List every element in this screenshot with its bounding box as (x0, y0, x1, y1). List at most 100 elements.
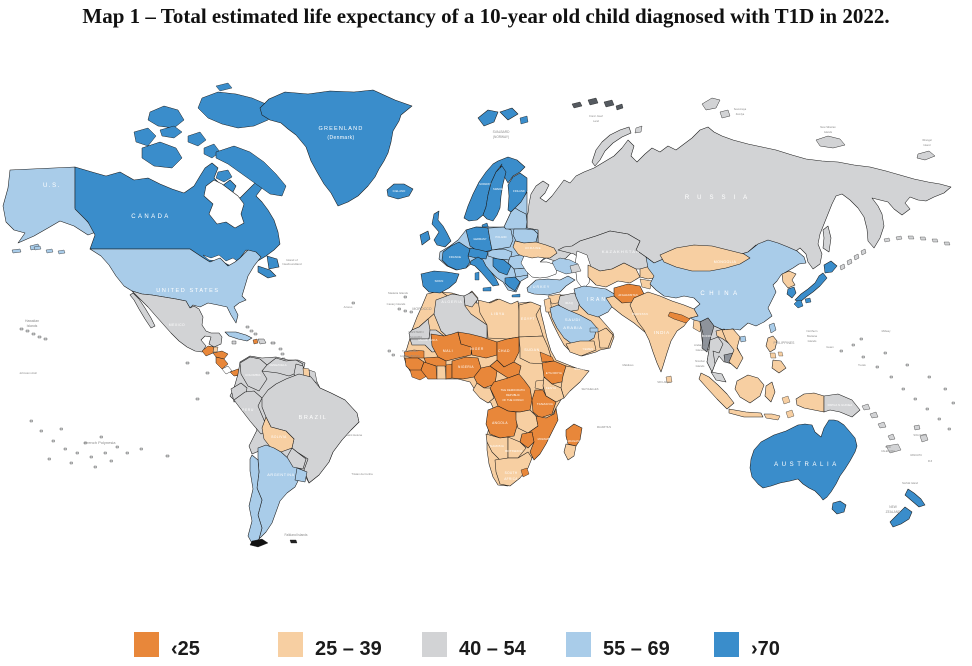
svg-text:Wrangel: Wrangel (922, 138, 932, 142)
svg-text:RUSSIA: RUSSIA (685, 195, 755, 201)
svg-text:MOZAMBIQUE: MOZAMBIQUE (538, 437, 557, 441)
svg-text:UNITED STATES: UNITED STATES (156, 288, 219, 294)
svg-text:PERU: PERU (242, 408, 254, 412)
svg-text:SAUDI: SAUDI (565, 317, 581, 322)
svg-text:ANGOLA: ANGOLA (492, 421, 508, 425)
svg-text:SEYCHELLES: SEYCHELLES (581, 387, 598, 391)
svg-text:Andaman: Andaman (694, 343, 706, 347)
svg-text:Franz Josef: Franz Josef (589, 114, 603, 118)
svg-text:CHAD: CHAD (498, 349, 510, 353)
svg-text:SUDAN: SUDAN (524, 348, 540, 352)
svg-text:Mariana: Mariana (807, 334, 818, 338)
svg-text:(Denmark): (Denmark) (327, 135, 354, 141)
svg-text:SOLOMON: SOLOMON (913, 433, 926, 437)
svg-text:Island: Island (924, 143, 931, 147)
svg-text:Northern: Northern (807, 329, 818, 333)
svg-text:VANUATU: VANUATU (910, 453, 922, 457)
svg-text:Tuvalu: Tuvalu (858, 363, 866, 367)
svg-text:THE DEMOCRATIC: THE DEMOCRATIC (501, 388, 526, 392)
svg-text:TURKEY: TURKEY (530, 285, 551, 289)
svg-text:ZEALAND: ZEALAND (886, 510, 901, 514)
svg-text:UKRAINE: UKRAINE (525, 246, 541, 250)
svg-text:YEMEN: YEMEN (583, 347, 594, 351)
svg-text:CANADA: CANADA (131, 214, 170, 220)
svg-text:MAURITIUS: MAURITIUS (597, 425, 612, 429)
svg-text:ARABIA: ARABIA (563, 325, 582, 330)
svg-text:REPUBLIC: REPUBLIC (506, 393, 520, 397)
svg-text:EGYPT: EGYPT (521, 317, 535, 321)
svg-text:GERMANY: GERMANY (473, 238, 487, 241)
svg-text:Islands: Islands (824, 130, 833, 134)
svg-text:GREENLAND: GREENLAND (318, 126, 363, 132)
svg-text:Saint Helena: Saint Helena (346, 433, 362, 437)
svg-text:NIGER: NIGER (470, 347, 484, 351)
svg-text:ALGERIA: ALGERIA (441, 300, 462, 304)
svg-text:Tristan da Cunha: Tristan da Cunha (351, 472, 373, 476)
svg-text:GUINEA-BISSAU: GUINEA-BISSAU (400, 354, 420, 358)
svg-text:Land: Land (593, 119, 599, 123)
svg-text:(NORWAY): (NORWAY) (493, 135, 509, 139)
svg-text:Guam: Guam (826, 345, 834, 349)
svg-text:MOROCCO: MOROCCO (412, 307, 431, 311)
svg-text:KAZAKHSTAN: KAZAKHSTAN (602, 249, 640, 254)
svg-text:SRI LANKA: SRI LANKA (657, 380, 671, 384)
svg-text:SAHARA: SAHARA (410, 335, 422, 339)
svg-text:ARGENTINA: ARGENTINA (267, 473, 295, 477)
svg-text:LIBYA: LIBYA (491, 312, 505, 316)
svg-text:Islands: Islands (696, 364, 705, 368)
svg-text:AUSTRALIA: AUSTRALIA (774, 462, 840, 468)
svg-text:THE GAMBIA: THE GAMBIA (402, 349, 418, 353)
svg-text:NIGERIA: NIGERIA (458, 365, 474, 369)
svg-text:Madeira Islands: Madeira Islands (388, 291, 408, 295)
svg-text:POLAND: POLAND (495, 235, 506, 239)
svg-text:Norfolk Island: Norfolk Island (902, 481, 918, 485)
svg-text:Islands: Islands (808, 339, 817, 343)
svg-text:U.S.: U.S. (43, 183, 61, 189)
svg-text:Newfoundland: Newfoundland (282, 262, 302, 266)
svg-text:MONGOLIA: MONGOLIA (714, 260, 737, 264)
svg-text:MEXICO: MEXICO (169, 323, 185, 327)
svg-text:NEW: NEW (885, 446, 891, 449)
svg-text:NORWAY: NORWAY (479, 182, 491, 186)
svg-text:SVALBARD: SVALBARD (493, 130, 510, 134)
svg-text:BURMA: BURMA (702, 335, 712, 338)
svg-text:Maldives: Maldives (622, 363, 634, 367)
svg-text:French Polynesia: French Polynesia (85, 440, 117, 445)
svg-text:IRAN: IRAN (587, 297, 607, 303)
svg-text:Azores: Azores (344, 305, 353, 309)
svg-text:BOLIVIA: BOLIVIA (271, 435, 287, 439)
svg-text:AFGHANISTAN: AFGHANISTAN (618, 293, 637, 297)
svg-text:SPAIN: SPAIN (435, 279, 444, 283)
svg-text:TANZANIA: TANZANIA (537, 402, 553, 406)
svg-text:AFRICA: AFRICA (504, 477, 518, 481)
svg-text:COLOMBIA: COLOMBIA (245, 373, 261, 377)
svg-text:KENYA: KENYA (546, 386, 556, 390)
svg-text:CALEDONIA: CALEDONIA (881, 450, 895, 453)
svg-text:ICELAND: ICELAND (393, 189, 406, 193)
svg-text:MALI: MALI (443, 349, 453, 353)
svg-text:Zemlya: Zemlya (736, 112, 745, 116)
svg-text:FINLAND: FINLAND (513, 189, 525, 193)
svg-text:ETHIOPIA: ETHIOPIA (546, 371, 562, 375)
svg-text:FRANCE: FRANCE (449, 255, 461, 259)
svg-text:SOMALIA: SOMALIA (574, 367, 588, 371)
svg-text:MAURITANIA: MAURITANIA (418, 338, 437, 342)
svg-text:Midway: Midway (882, 329, 891, 333)
svg-text:Johnston Atoll: Johnston Atoll (19, 371, 37, 375)
svg-text:Canary Islands: Canary Islands (387, 302, 406, 306)
svg-text:CHINA: CHINA (700, 291, 741, 297)
svg-text:SWEDEN: SWEDEN (493, 187, 505, 191)
svg-text:IRAQ: IRAQ (565, 301, 574, 305)
svg-text:Island of: Island of (286, 258, 298, 262)
svg-text:NAMIBIA: NAMIBIA (490, 444, 504, 448)
svg-text:MADAGASCAR: MADAGASCAR (565, 439, 585, 443)
svg-text:Severnaya: Severnaya (734, 107, 747, 111)
svg-text:PHILIPPINES: PHILIPPINES (774, 341, 796, 345)
svg-text:Hawaiian: Hawaiian (25, 319, 39, 323)
svg-text:VENEZUELA: VENEZUELA (269, 363, 287, 367)
svg-text:BRAZIL: BRAZIL (299, 415, 328, 421)
svg-text:Islands: Islands (696, 348, 705, 352)
svg-text:SOUTH: SOUTH (505, 471, 518, 475)
svg-text:OF THE CONGO: OF THE CONGO (502, 398, 523, 402)
svg-text:Nicobar: Nicobar (695, 359, 705, 363)
